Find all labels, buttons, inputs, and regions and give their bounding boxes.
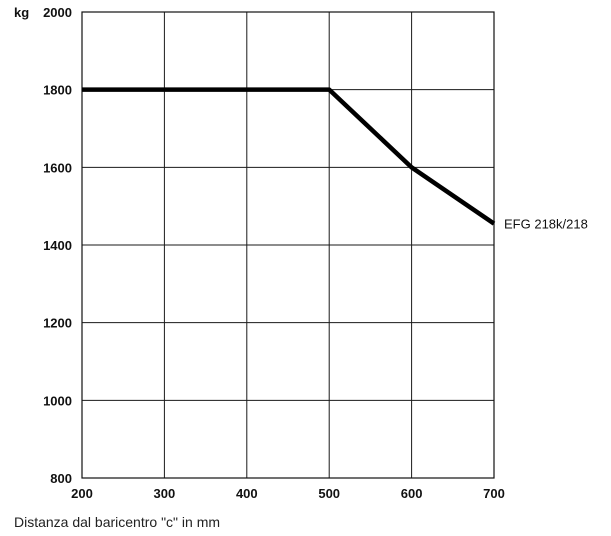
y-tick-label: 1400 — [43, 238, 72, 253]
y-tick-label: 2000 — [43, 5, 72, 20]
plot-frame — [81, 11, 495, 479]
y-tick-label: 1600 — [43, 160, 72, 175]
x-axis-label: Distanza dal baricentro "c" in mm — [14, 514, 220, 530]
x-tick-label: 700 — [483, 486, 505, 501]
y-unit-label: kg — [14, 5, 29, 20]
grid — [81, 11, 495, 479]
series-line — [82, 87, 496, 226]
y-tick-label: 1800 — [43, 83, 72, 98]
y-tick-label: 1000 — [43, 393, 72, 408]
series-layer: EFG 218k/218 — [81, 87, 588, 232]
x-tick-label: 500 — [318, 486, 340, 501]
x-tick-label: 400 — [236, 486, 258, 501]
x-tick-label: 300 — [154, 486, 176, 501]
y-tick-label: 800 — [50, 471, 72, 486]
y-tick-labels: 800 1000 1200 1400 1600 1800 2000 — [43, 5, 72, 486]
series-label: EFG 218k/218 — [504, 217, 588, 232]
x-tick-label: 600 — [401, 486, 423, 501]
x-tick-labels: 200 300 400 500 600 700 — [71, 486, 505, 501]
x-tick-label: 200 — [71, 486, 93, 501]
y-tick-label: 1200 — [43, 316, 72, 331]
